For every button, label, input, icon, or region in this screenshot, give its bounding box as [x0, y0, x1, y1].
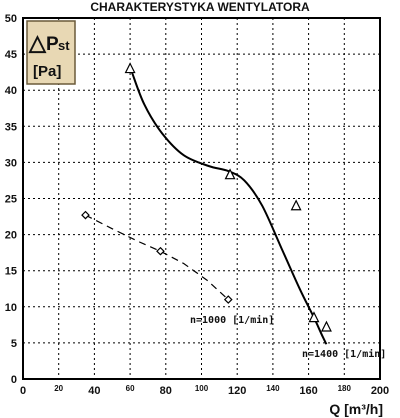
x-tick-label-minor: 180: [338, 384, 352, 393]
series-layer: [81, 62, 332, 345]
x-tick-label-minor: 100: [195, 384, 209, 393]
series-line-dashed: [85, 214, 229, 301]
y-axis-label-box: △ P st [Pa]: [26, 20, 76, 85]
delta-symbol: △: [28, 30, 47, 55]
y-tick-label: 40: [5, 85, 17, 97]
data-point-diamond: [81, 210, 90, 220]
pressure-subscript: st: [58, 38, 70, 53]
data-point-triangle: [224, 168, 236, 180]
y-tick-label: 35: [5, 121, 17, 133]
data-point-triangle: [124, 62, 136, 74]
x-tick-label: 40: [88, 385, 100, 397]
x-tick-label-minor: 60: [126, 384, 135, 393]
y-tick-label: 25: [5, 194, 17, 206]
data-point-triangle: [290, 199, 302, 211]
data-point-diamond: [223, 295, 233, 304]
x-axis-ticks: 0 40 80 120 160 200 20 60 100 140 180: [20, 384, 389, 397]
x-tick-label-minor: 140: [266, 384, 280, 393]
y-tick-label: 15: [5, 266, 17, 278]
x-axis-label: Q [m³/h]: [329, 401, 383, 417]
x-tick-label: 160: [299, 385, 317, 397]
x-tick-label-minor: 20: [54, 384, 63, 393]
data-point-triangle: [308, 311, 320, 323]
x-tick-label: 200: [371, 385, 389, 397]
y-axis-ticks: 0 5 10 15 20 25 30 35 40 45 50: [5, 13, 17, 386]
y-tick-label: 45: [5, 49, 17, 61]
x-tick-label: 0: [20, 385, 26, 397]
chart-title: CHARAKTERYSTYKA WENTYLATORA: [90, 0, 310, 14]
data-point-diamond: [156, 246, 165, 256]
y-tick-label: 0: [11, 374, 17, 386]
series-1: [81, 210, 233, 304]
data-point-triangle: [320, 320, 332, 332]
series-label-n1400: n=1400 [1/min]: [302, 348, 386, 360]
y-tick-label: 5: [11, 338, 17, 350]
pressure-symbol: P: [46, 34, 59, 55]
x-tick-label: 120: [228, 385, 246, 397]
series-label-n1000: n=1000 [1/min]: [190, 314, 274, 326]
pressure-unit: [Pa]: [33, 63, 61, 80]
y-tick-label: 20: [5, 230, 17, 242]
y-tick-label: 30: [5, 157, 17, 169]
y-tick-label: 50: [5, 13, 17, 25]
y-tick-label: 10: [5, 302, 17, 314]
x-tick-label: 80: [160, 385, 172, 397]
y-axis-label-background: [26, 20, 76, 85]
series-0: [124, 62, 332, 345]
